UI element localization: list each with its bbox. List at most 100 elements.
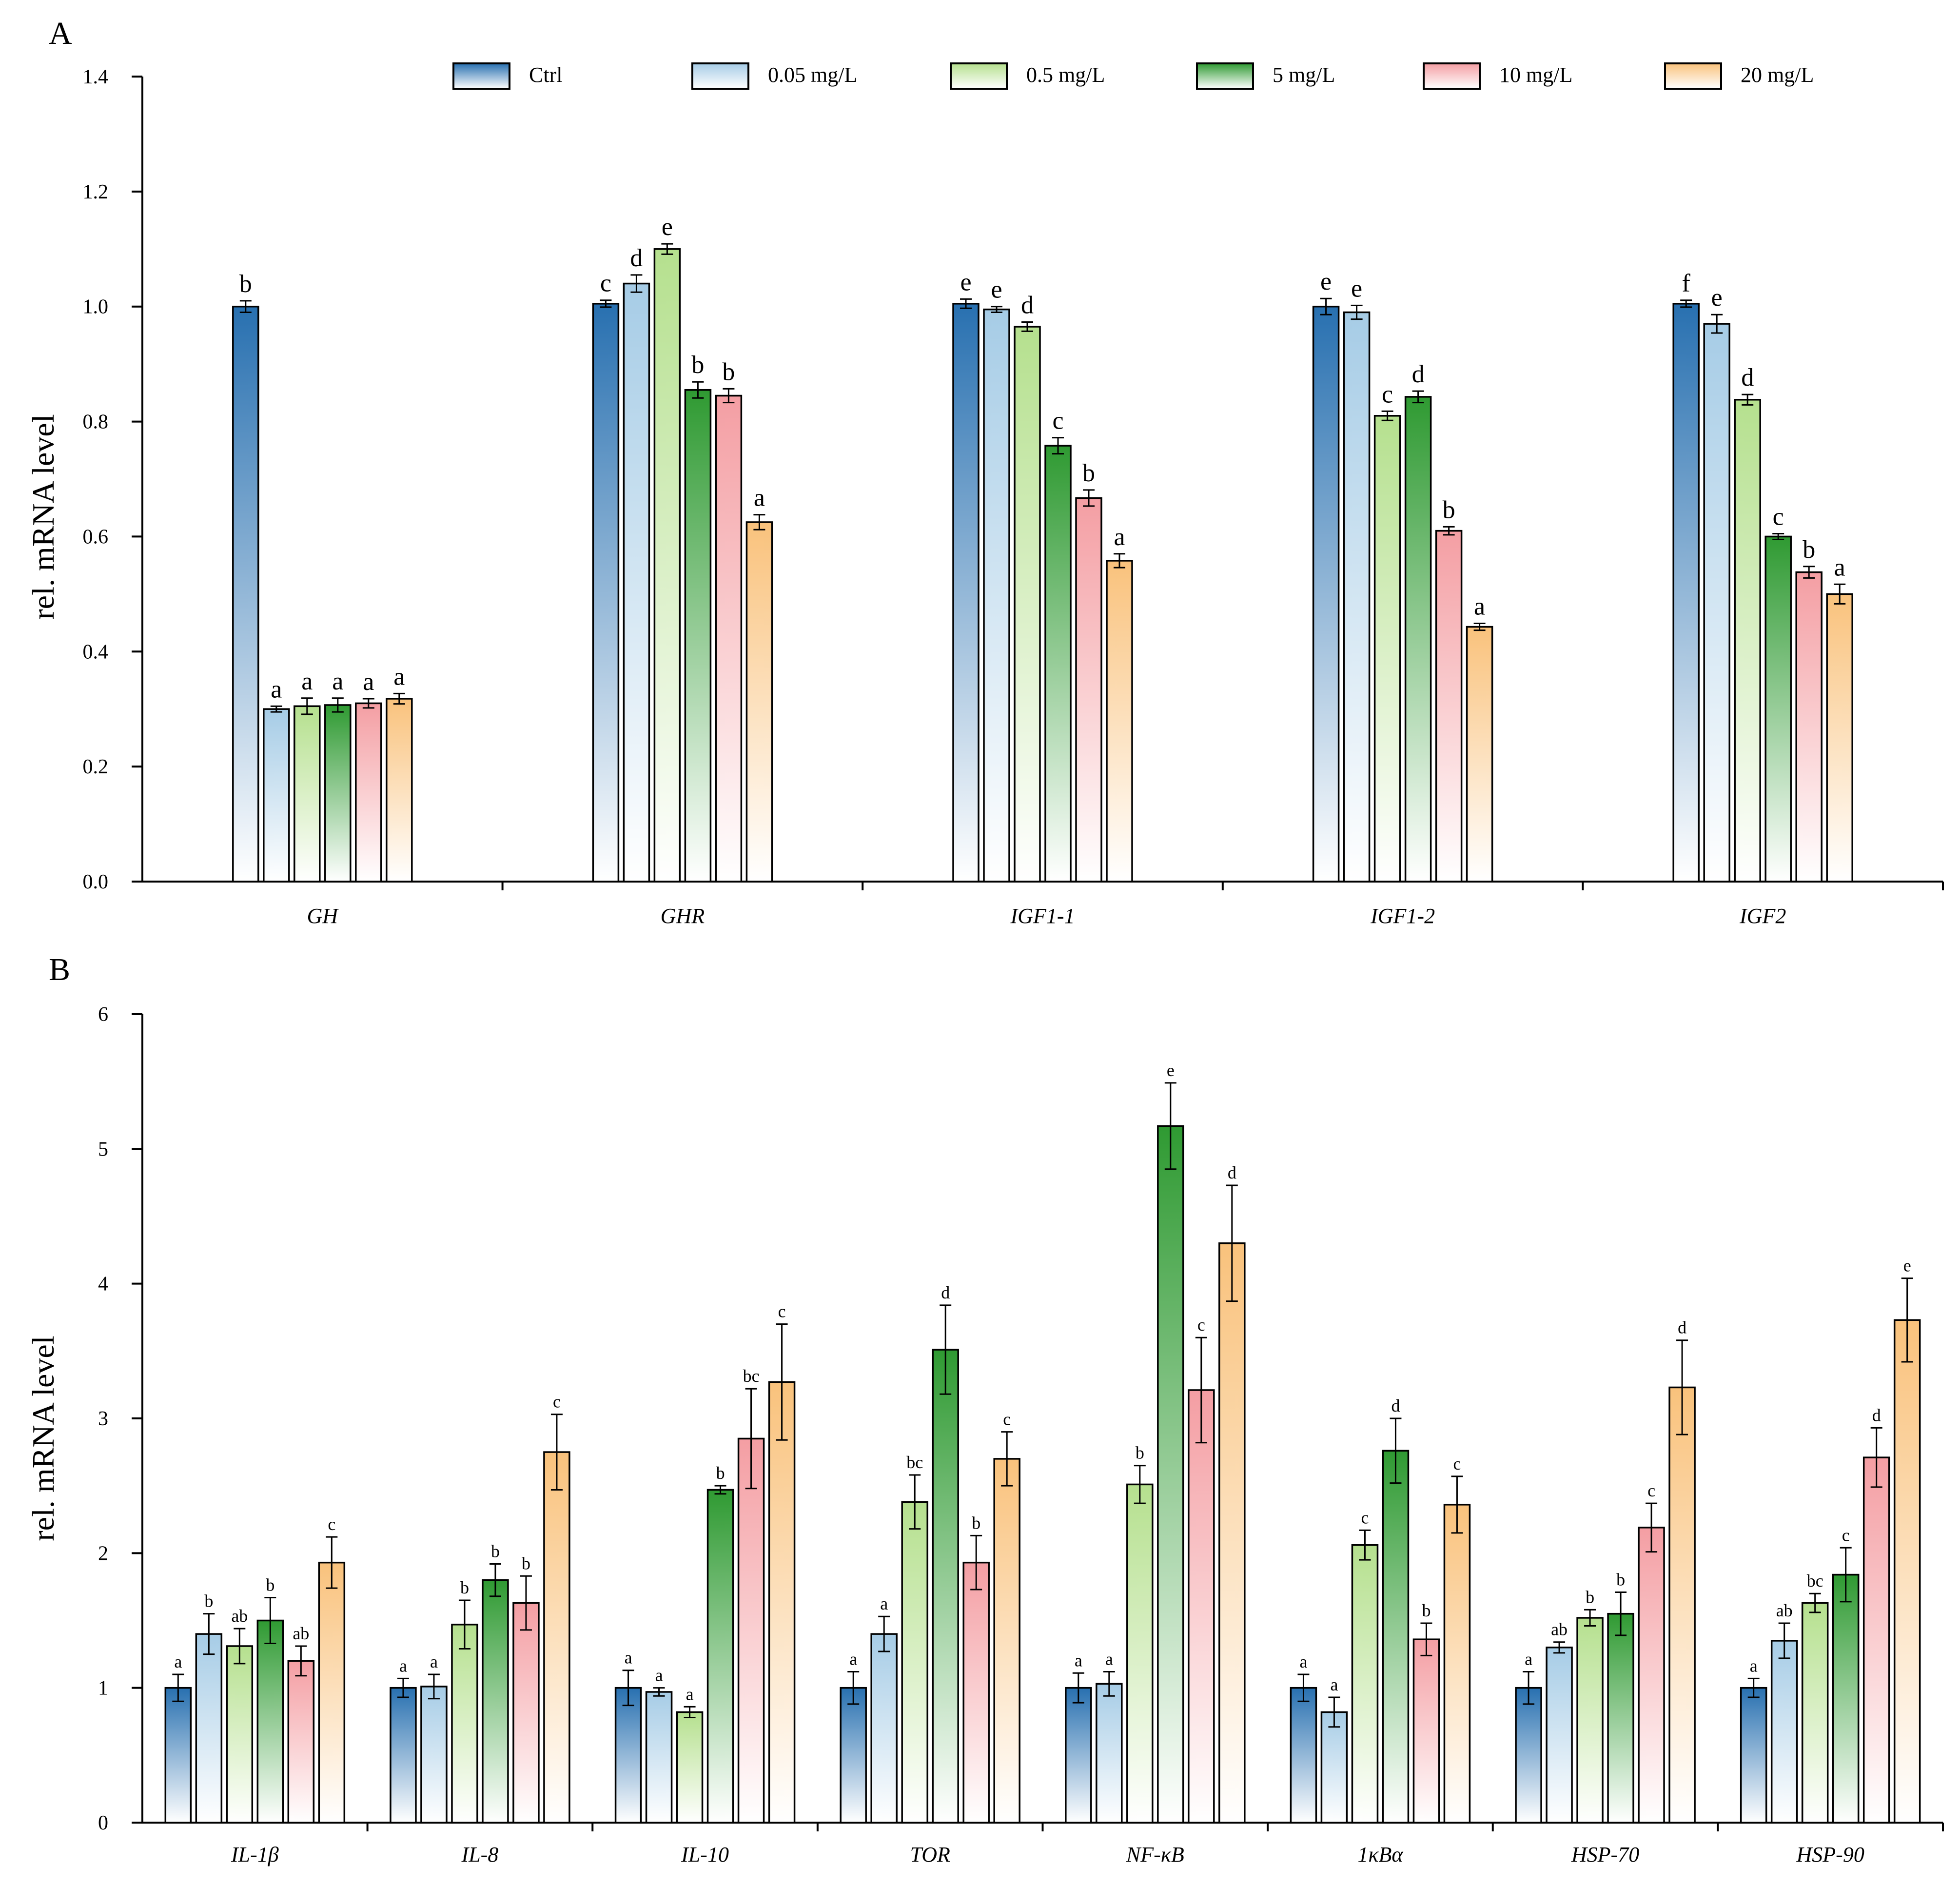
significance-letter: b — [204, 1591, 213, 1611]
significance-letter: bc — [906, 1453, 923, 1472]
legend-label: 10 mg/L — [1499, 63, 1572, 87]
significance-letter: a — [1330, 1675, 1338, 1694]
significance-letter: a — [1525, 1650, 1532, 1669]
bar — [324, 704, 352, 883]
bar — [294, 705, 321, 883]
bar — [164, 1687, 192, 1824]
bar — [318, 1561, 346, 1824]
significance-letter: a — [1474, 593, 1485, 621]
significance-letter: c — [600, 270, 611, 297]
x-category-label: GHR — [661, 904, 705, 928]
significance-letter: e — [1320, 268, 1332, 295]
y-tick-label: 1.2 — [83, 181, 109, 203]
significance-letter: c — [553, 1392, 561, 1412]
bar — [745, 521, 773, 883]
bar — [1014, 326, 1041, 883]
significance-letter: d — [630, 244, 643, 272]
significance-letter: a — [1299, 1652, 1307, 1671]
x-category-label: HSP-70 — [1571, 1843, 1639, 1866]
panel-a-axes: 0.0 0.2 0.4 0.6 0.8 1.0 1.2 1.4 GH GHR IGF1-1 IGF1-… — [83, 66, 1944, 928]
bar — [1412, 1638, 1440, 1824]
significance-letter: c — [1197, 1315, 1205, 1335]
significance-letter: a — [399, 1656, 407, 1675]
bar — [1832, 1573, 1860, 1824]
bar — [623, 282, 650, 883]
significance-letter: b — [1586, 1587, 1594, 1607]
significance-letter: b — [460, 1578, 469, 1597]
significance-letter: bc — [743, 1366, 760, 1386]
significance-letter: c — [1773, 503, 1784, 531]
bar — [1668, 1386, 1696, 1824]
significance-letter: d — [1741, 364, 1754, 392]
significance-letter: d — [941, 1283, 950, 1302]
legend: Ctrl 0.05 mg/L 0.5 mg/L 5 mg/L 10 mg/L 20 mg/… — [452, 62, 1814, 90]
panel-b-y-axis-label: rel. mRNA level — [26, 1336, 60, 1541]
x-category-label: GH — [307, 904, 339, 928]
significance-letter: b — [1616, 1570, 1625, 1589]
significance-letter: f — [1682, 270, 1691, 297]
significance-letter: a — [1750, 1656, 1758, 1675]
significance-letter: a — [271, 675, 282, 703]
significance-letter: d — [1228, 1163, 1236, 1182]
bar — [1862, 1456, 1890, 1824]
significance-letter: b — [266, 1575, 274, 1595]
bar — [256, 1619, 284, 1824]
legend-swatch — [950, 62, 1008, 90]
y-tick-label: 0.8 — [83, 411, 109, 433]
bar — [287, 1660, 315, 1824]
significance-letter: a — [1075, 1650, 1082, 1670]
x-category-label: TOR — [910, 1843, 950, 1866]
bar — [840, 1687, 867, 1824]
significance-letter: a — [880, 1594, 888, 1613]
bar — [870, 1633, 898, 1824]
bar — [543, 1451, 570, 1824]
x-category-label: IGF1-2 — [1370, 904, 1435, 928]
bar — [1801, 1602, 1829, 1824]
significance-letter: c — [1382, 380, 1393, 408]
significance-letter: e — [1903, 1256, 1911, 1276]
bar — [1373, 415, 1401, 883]
bar — [482, 1579, 509, 1824]
bar — [1126, 1483, 1154, 1824]
significance-letter: bc — [1807, 1571, 1823, 1591]
significance-letter: e — [1351, 275, 1362, 302]
significance-letter: b — [491, 1541, 500, 1561]
bar — [1382, 1450, 1410, 1824]
legend-label: 0.05 mg/L — [768, 63, 857, 87]
bar — [1515, 1687, 1542, 1824]
x-category-label: 1κBα — [1357, 1843, 1403, 1866]
bar — [932, 1349, 959, 1824]
significance-letter: a — [301, 668, 313, 695]
bar — [676, 1711, 704, 1824]
y-tick-label: 0.6 — [83, 526, 109, 548]
bar — [1404, 396, 1432, 883]
legend-label: 0.5 mg/L — [1026, 63, 1105, 87]
bar — [512, 1602, 540, 1824]
significance-letter: a — [686, 1684, 694, 1704]
significance-letter: a — [625, 1648, 632, 1668]
legend-swatch — [691, 62, 749, 90]
significance-letter: c — [1647, 1481, 1655, 1500]
bar — [420, 1686, 448, 1824]
bar — [1546, 1647, 1573, 1824]
panel-b: B rel. mRNA level 0 1 2 3 4 5 6 IL-1β IL-8 IL-10 T… — [26, 952, 1944, 1866]
significance-letter: a — [655, 1666, 663, 1685]
significance-letter: b — [1082, 459, 1095, 487]
significance-letter: ab — [293, 1624, 309, 1643]
bar — [952, 303, 980, 883]
significance-letter: a — [363, 668, 374, 696]
legend-label: 20 mg/L — [1741, 63, 1814, 87]
bar — [1466, 626, 1493, 883]
bar — [993, 1458, 1020, 1824]
significance-letter: a — [849, 1650, 857, 1669]
significance-letter: b — [1443, 496, 1455, 524]
x-category-label: IL-8 — [461, 1843, 499, 1866]
bar — [1044, 445, 1072, 883]
y-tick-label: 1.4 — [83, 66, 109, 88]
bar — [1638, 1527, 1665, 1824]
bar — [390, 1687, 417, 1824]
significance-letter: a — [174, 1652, 182, 1671]
y-tick-label: 6 — [98, 1003, 108, 1026]
x-category-label: HSP-90 — [1796, 1843, 1864, 1866]
